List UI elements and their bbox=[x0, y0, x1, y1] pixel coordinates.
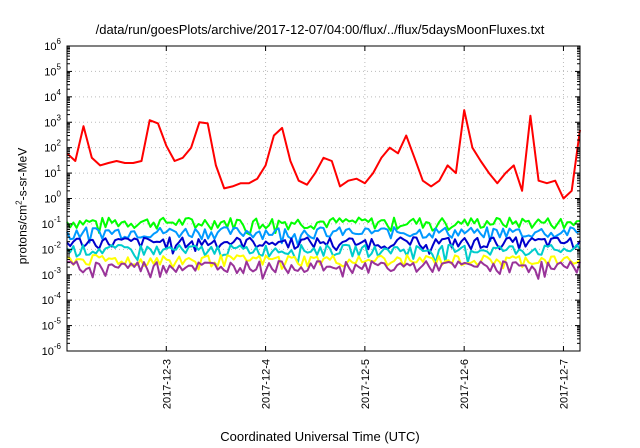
y-tick-exponent: 0 bbox=[57, 190, 62, 199]
y-tick-label: 103 bbox=[44, 113, 61, 129]
x-tick-label: 2017-12-6 bbox=[459, 359, 471, 409]
series-line bbox=[66, 254, 581, 271]
x-axis-label: Coordinated Universal Time (UTC) bbox=[220, 429, 420, 444]
x-ticks: 2017-12-3 2017-12-4 2017-12-5 2017-12-6 2017… bbox=[161, 46, 570, 409]
y-tick-label: 10-4 bbox=[42, 291, 62, 307]
x-tick-label: 2017-12-4 bbox=[261, 359, 273, 409]
y-axis-label-wrap: protons/cm2-s-sr-MeV bbox=[10, 60, 34, 352]
series-line bbox=[66, 260, 581, 280]
y-axis-label-prefix: protons/cm bbox=[15, 204, 30, 265]
y-tick-label: 10-1 bbox=[42, 215, 62, 231]
y-tick-exponent: 2 bbox=[57, 139, 62, 148]
x-tick-label: 2017-12-3 bbox=[161, 359, 173, 409]
y-axis-label: protons/cm2-s-sr-MeV bbox=[15, 148, 30, 264]
grid bbox=[67, 46, 580, 351]
y-tick-label: 102 bbox=[44, 139, 61, 155]
x-tick-label: 2017-12-5 bbox=[360, 359, 372, 409]
y-tick-label: 10-6 bbox=[42, 342, 62, 358]
y-tick-exponent: 1 bbox=[57, 164, 62, 173]
y-tick-exponent: -3 bbox=[54, 266, 62, 275]
y-tick-exponent: -6 bbox=[54, 342, 62, 351]
y-tick-exponent: 3 bbox=[57, 113, 62, 122]
y-tick-label: 10-5 bbox=[42, 317, 62, 333]
y-tick-label: 10-3 bbox=[42, 266, 62, 282]
y-tick-exponent: -5 bbox=[54, 317, 62, 326]
y-axis-label-sup: 2 bbox=[14, 200, 24, 205]
y-tick-exponent: 5 bbox=[57, 62, 62, 71]
y-tick-label: 105 bbox=[44, 62, 61, 78]
series-line bbox=[66, 109, 581, 200]
x-tick-label: 2017-12-7 bbox=[558, 359, 570, 409]
y-tick-label: 101 bbox=[44, 164, 61, 180]
series-group bbox=[66, 109, 581, 280]
series-line bbox=[66, 243, 581, 264]
y-tick-exponent: -4 bbox=[54, 291, 62, 300]
y-tick-label: 100 bbox=[44, 190, 61, 206]
series-line bbox=[66, 226, 581, 246]
series-line bbox=[66, 216, 581, 236]
y-tick-label: 106 bbox=[44, 37, 61, 53]
series-line bbox=[66, 236, 581, 255]
y-tick-exponent: 6 bbox=[57, 37, 62, 46]
y-ticks: 10-610-510-410-310-210-11001011021031041… bbox=[42, 37, 580, 358]
y-tick-exponent: -2 bbox=[54, 240, 62, 249]
y-axis-label-suffix: -s-sr-MeV bbox=[15, 147, 30, 201]
chart-title: /data/run/goesPlots/archive/2017-12-07/0… bbox=[95, 22, 545, 37]
y-tick-label: 10-2 bbox=[42, 240, 62, 256]
y-tick-label: 104 bbox=[44, 88, 61, 104]
y-tick-exponent: 4 bbox=[57, 88, 62, 97]
y-tick-exponent: -1 bbox=[54, 215, 62, 224]
